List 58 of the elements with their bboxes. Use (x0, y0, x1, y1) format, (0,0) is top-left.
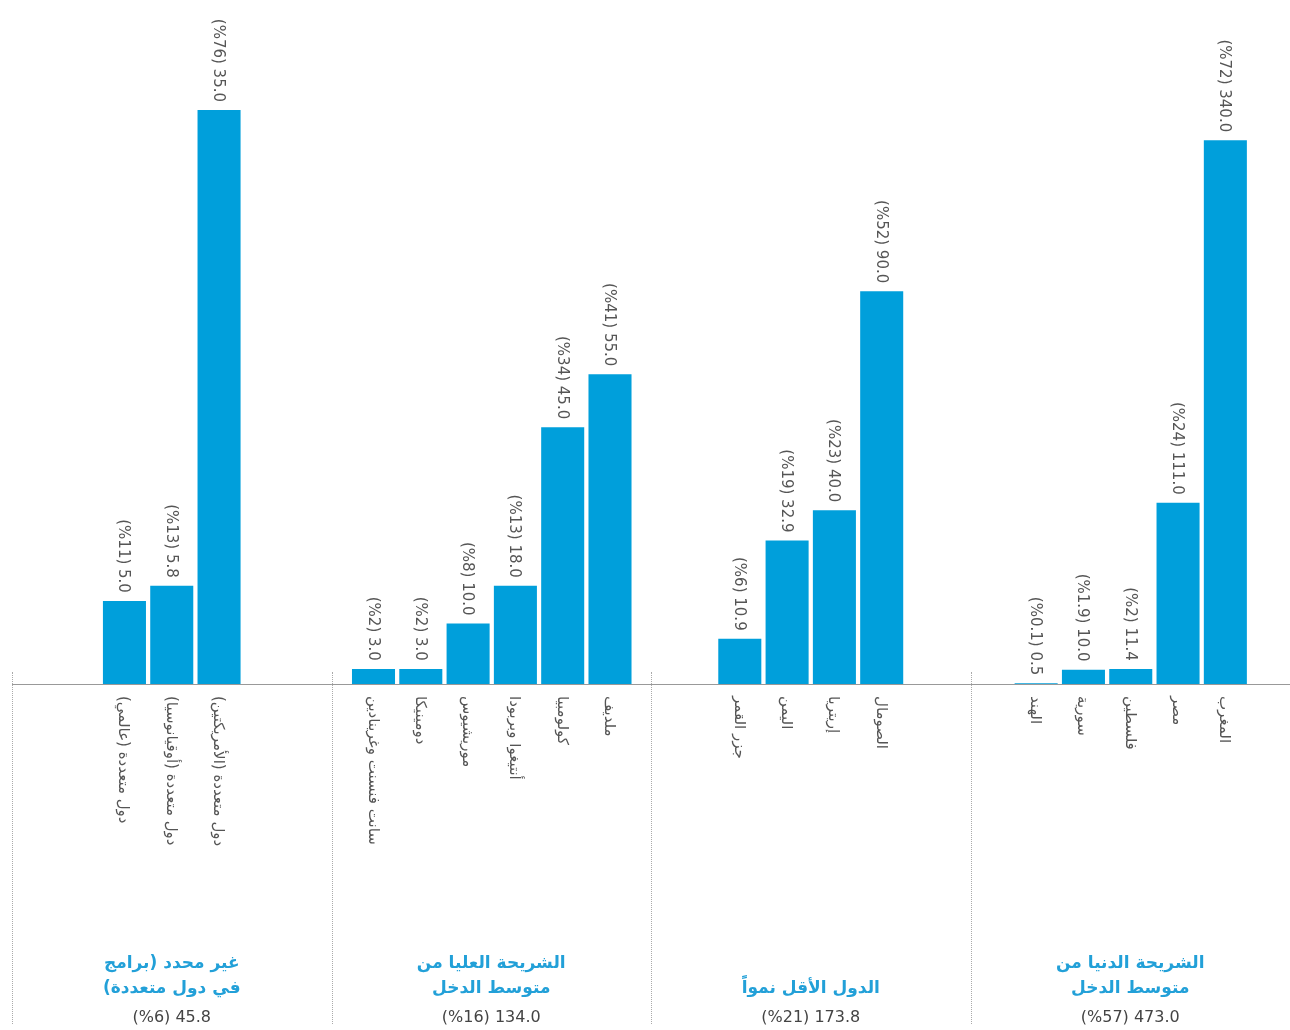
bar (860, 291, 904, 684)
bar (493, 585, 537, 684)
x-tick-label: الصومال (872, 696, 891, 749)
x-tick-label: الهند (1026, 696, 1045, 725)
text: 45.8 (%6) (131, 1006, 213, 1028)
text: 173.8 (%21) (760, 1006, 862, 1028)
x-tick-label: مصر (1168, 695, 1187, 726)
x-tick-label: دومينيكا (411, 696, 430, 745)
data-label: 32.9 (%19) (778, 449, 797, 533)
data-label: 10.9 (%6) (730, 557, 749, 631)
x-tick-label: سورية (1073, 696, 1092, 736)
x-tick-label: دول متعددة (الأمريكتين) (210, 696, 230, 847)
x-tick-label: اليمن (778, 696, 797, 730)
data-label: 45.0 (%34) (553, 335, 572, 420)
bar (1203, 140, 1247, 684)
data-label: 0.5 (%0.1) (1026, 596, 1045, 676)
x-tick-label: سانت فنسنت وغرينادين (364, 696, 382, 845)
data-label: 340.0 (%72) (1215, 39, 1234, 133)
data-label: 11.4 (%2) (1121, 587, 1140, 661)
data-label: 3.0 (%2) (411, 596, 430, 661)
data-label: 40.0 (%23) (825, 419, 844, 503)
text: الدول الأقل نمواً (740, 975, 881, 999)
x-tick-label: فلسطين (1121, 696, 1140, 750)
bar (351, 668, 395, 684)
text: 134.0 (%16) (440, 1006, 542, 1028)
bar (398, 668, 442, 684)
x-tick-label: دول متعددة (أوقيانوسيا) (162, 696, 182, 846)
data-label: 5.0 (%11) (115, 519, 134, 593)
x-tick-label: ملديف (600, 696, 619, 737)
x-tick-label: موريشيوس (458, 696, 477, 768)
x-tick-label: كولومبيا (553, 696, 572, 746)
data-label: 10.0 (%8) (458, 541, 477, 616)
bar (812, 510, 856, 684)
text: الشريحة الدنيا من متوسط الدخل (1055, 951, 1206, 999)
bar (1061, 669, 1105, 684)
x-tick-label: دول متعددة (عالمي) (114, 696, 134, 824)
data-label: 111.0 (%24) (1168, 401, 1187, 495)
data-label: 90.0 (%52) (872, 200, 891, 284)
bar (587, 374, 632, 684)
x-tick-label: أنتيغوا وبربودا (505, 696, 525, 780)
bar (765, 540, 809, 684)
data-label: 35.0 (%76) (210, 18, 229, 102)
bar (1156, 502, 1200, 684)
text: غير محدد (برامج في دول متعددة) (101, 951, 242, 1000)
bar (446, 623, 490, 684)
bar (718, 638, 762, 684)
data-label: 10.0 (%1.9) (1073, 573, 1092, 662)
text: الشريحة العليا من متوسط الدخل (415, 951, 567, 999)
x-tick-label: إريتريا (825, 696, 844, 734)
bar (1108, 668, 1152, 684)
x-tick-label: المغرب (1215, 696, 1234, 744)
data-label: 3.0 (%2) (364, 596, 382, 661)
data-label: 18.0 (%13) (505, 494, 524, 578)
text: 473.0 (%57) (1079, 1006, 1181, 1028)
bar (540, 427, 584, 684)
x-tick-label: جزر القمر (730, 695, 749, 759)
data-label: 5.8 (%13) (162, 504, 181, 578)
data-label: 55.0 (%41) (600, 283, 619, 367)
